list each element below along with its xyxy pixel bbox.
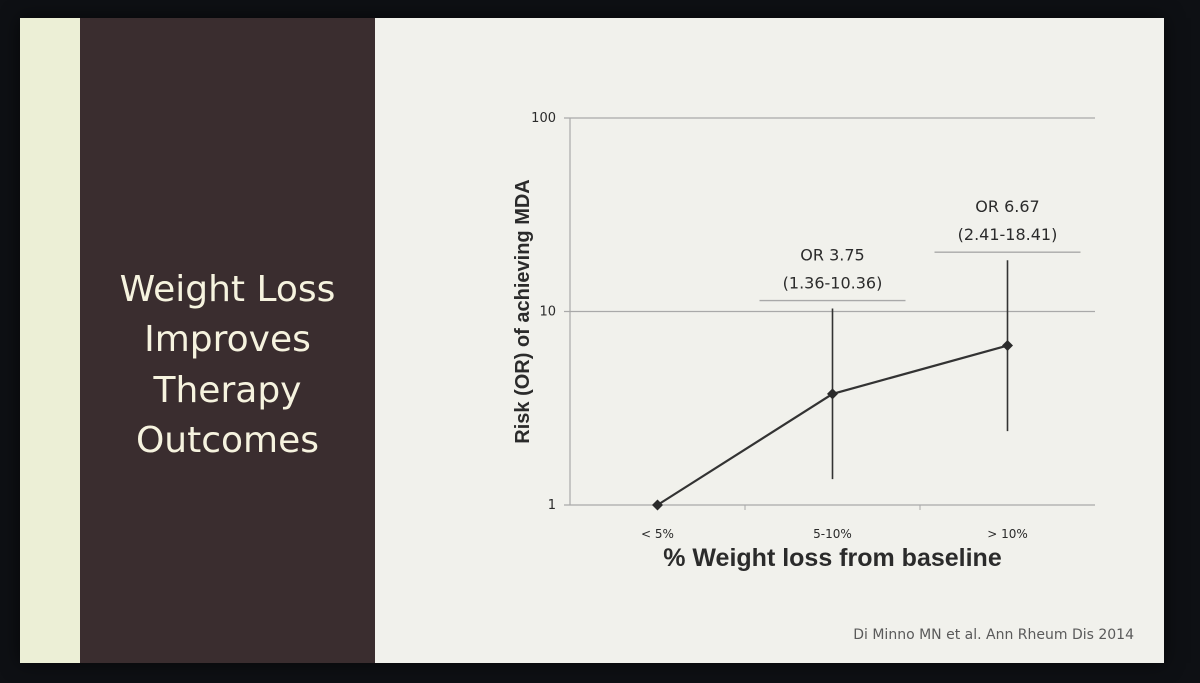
title-line: Outcomes <box>135 419 320 461</box>
y-tick-label: 100 <box>531 111 556 126</box>
odds-ratio-chart: 1 10 100 < 5% 5-10% > 10% % Weight loss from b… <box>512 111 1095 572</box>
annotation-ci: (2.41-18.41) <box>958 225 1058 244</box>
title-line: Therapy <box>153 369 302 411</box>
data-point <box>652 499 663 511</box>
annotation-or: OR 6.67 <box>975 197 1039 216</box>
y-tick-label: 1 <box>548 498 556 513</box>
x-axis-title: % Weight loss from baseline <box>663 544 1002 572</box>
annotation-ci: (1.36-10.36) <box>783 274 883 293</box>
title-line: Weight Loss <box>119 268 336 310</box>
annotation-or: OR 3.75 <box>800 246 864 265</box>
y-tick-label: 10 <box>539 305 556 320</box>
title-panel: Weight Loss Improves Therapy Outcomes <box>80 18 375 663</box>
x-tick-label: < 5% <box>641 527 674 541</box>
title-line: Improves <box>144 319 311 361</box>
y-axis-title: Risk (OR) of achieving MDA <box>512 179 534 443</box>
left-accent-stripe <box>20 18 80 663</box>
x-tick-label: > 10% <box>987 527 1028 541</box>
x-tick-label: 5-10% <box>813 527 852 541</box>
citation: Di Minno MN et al. Ann Rheum Dis 2014 <box>853 627 1134 643</box>
chart-area: 1 10 100 < 5% 5-10% > 10% % Weight loss from b… <box>375 18 1164 663</box>
slide-title: Weight Loss Improves Therapy Outcomes <box>93 265 363 467</box>
data-point <box>827 388 838 400</box>
data-point <box>1002 340 1013 352</box>
